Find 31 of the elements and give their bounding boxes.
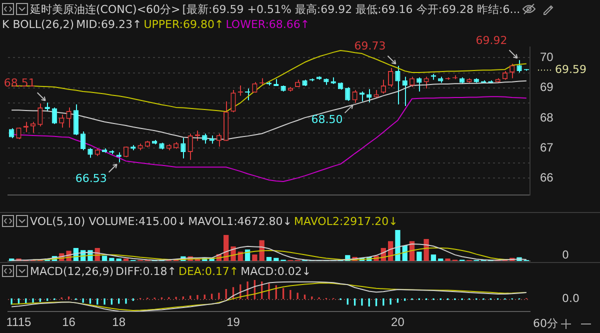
- y-tick-label: 66: [540, 170, 554, 185]
- annotation: 69.73: [354, 40, 386, 53]
- legend-title: MACD(12,26,9): [30, 264, 114, 278]
- text: LOWER:68.66↑: [226, 18, 310, 30]
- annotation: 66.53: [75, 172, 107, 186]
- text: 60分: [533, 316, 558, 331]
- x-tick-label: 1115: [6, 315, 32, 330]
- text: MAVOL1:4672.80↓: [188, 214, 292, 228]
- text: UPPER:69.80↑: [144, 18, 224, 30]
- ref-line-label: 69.59: [555, 62, 586, 76]
- y-tick-label: 69: [540, 80, 554, 94]
- y-tick-label: 70: [540, 50, 554, 64]
- x-tick-label: 20: [391, 315, 405, 330]
- y-tick-label: 67: [540, 140, 554, 154]
- x-tick-label: 16: [62, 315, 76, 330]
- chart-subtitle: [最新:69.59 +0.51% 最高:69.92 最低:69.16 今开:69.28 昨结:6...: [182, 2, 520, 16]
- text: MAVOL2:2917.20↓: [294, 214, 398, 228]
- x-tick-label: 19: [226, 315, 240, 330]
- y-tick-label: 68: [540, 110, 554, 124]
- text: DIFF:0.18↑: [116, 264, 176, 278]
- text: MID:69.23↑: [76, 18, 142, 30]
- text: 0.0: [562, 292, 580, 306]
- legend-title: VOL(5,10) VOLUME:415.00↓: [30, 214, 186, 228]
- legend-title: K BOLL(26,2): [2, 18, 74, 30]
- text: 69.92: [476, 34, 508, 48]
- annotation: 68.50: [311, 112, 343, 126]
- text: 0: [562, 248, 569, 262]
- text: MACD:0.02↓: [240, 264, 312, 278]
- x-tick-label: 18: [112, 315, 126, 330]
- series-label: DEA:0.17↑: [178, 264, 239, 278]
- chart-title: 延时美原油连(CONC)<60分>: [30, 2, 180, 16]
